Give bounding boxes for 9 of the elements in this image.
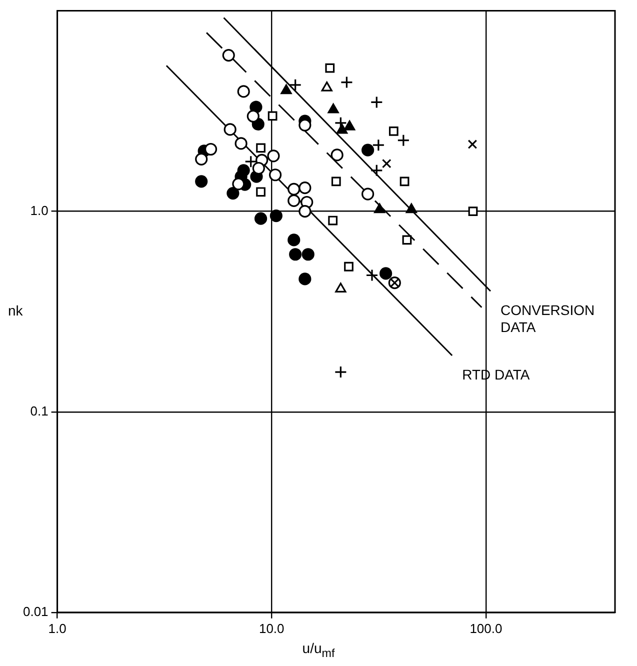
y-tick-label: 1.0 <box>30 202 48 218</box>
annotation: CONVERSION DATA <box>500 302 595 335</box>
y-axis-title: nk <box>8 302 24 318</box>
x-axis-title: u/u$_{mf}$ <box>301 640 336 660</box>
y-tick-label: 0.1 <box>30 403 48 418</box>
y-tick-label: 0.01 <box>22 604 48 619</box>
x-tick-label: 1.0 <box>48 620 66 636</box>
x-tick-label: 10.0 <box>258 620 284 636</box>
x-tick-label: 100.0 <box>470 620 502 636</box>
